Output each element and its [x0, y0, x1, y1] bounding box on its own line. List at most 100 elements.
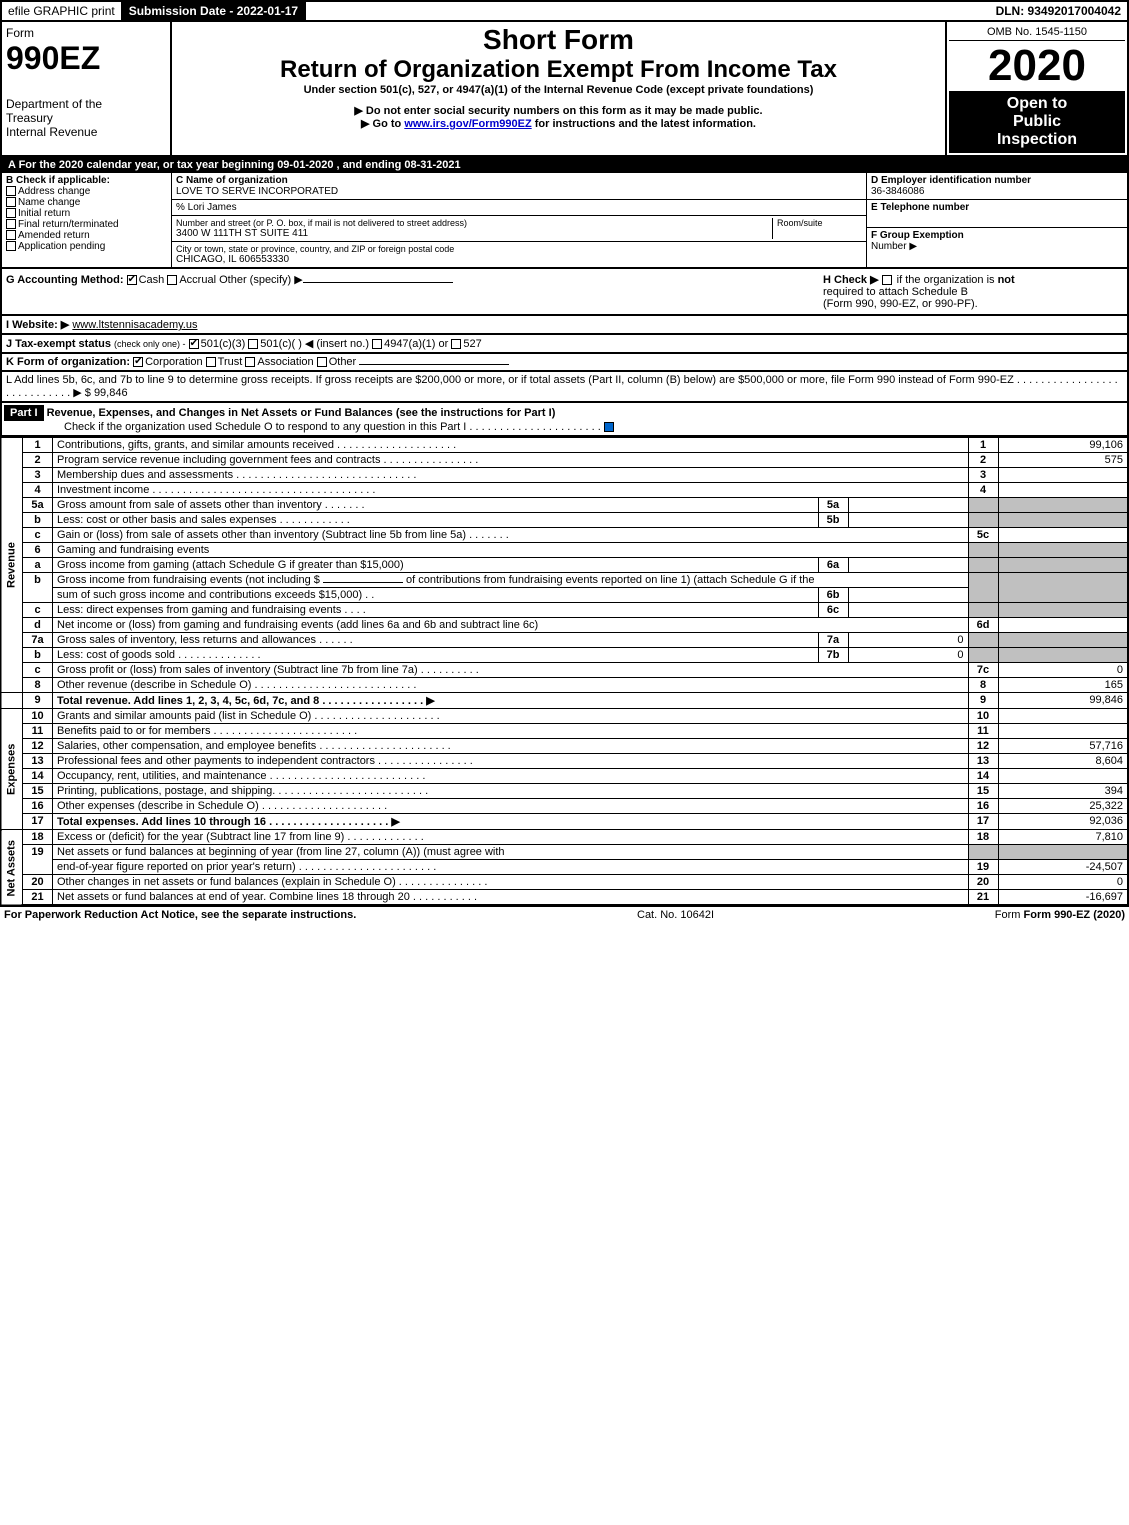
- g-block: G Accounting Method: Cash Accrual Other …: [6, 273, 823, 310]
- sidelabel-netassets: Net Assets: [1, 830, 23, 906]
- checkbox-corp[interactable]: [133, 357, 143, 367]
- line6b-desc1: Gross income from fundraising events (no…: [53, 573, 969, 588]
- line6a-sn: 6a: [818, 558, 848, 573]
- sidelabel-expenses: Expenses: [1, 709, 23, 830]
- line10-rn: 10: [968, 709, 998, 724]
- line-num: c: [23, 528, 53, 543]
- title-return: Return of Organization Exempt From Incom…: [174, 56, 943, 84]
- line7b-desc: Less: cost of goods sold . . . . . . . .…: [53, 648, 819, 663]
- checkbox-icon[interactable]: [6, 197, 16, 207]
- footer-right: Form Form 990-EZ (2020): [995, 909, 1125, 921]
- grey-cell: [998, 513, 1128, 528]
- g-other-label: Other (specify) ▶: [219, 274, 303, 286]
- checkbox-icon[interactable]: [6, 241, 16, 251]
- k-label: K Form of organization:: [6, 356, 130, 368]
- section-j: J Tax-exempt status (check only one) - 5…: [0, 335, 1129, 354]
- lines-table: Revenue 1 Contributions, gifts, grants, …: [0, 437, 1129, 906]
- checkbox-501c[interactable]: [248, 339, 258, 349]
- checkbox-icon[interactable]: [6, 208, 16, 218]
- tax-year: 2020: [949, 41, 1125, 91]
- line5a-sn: 5a: [818, 498, 848, 513]
- line15-rn: 15: [968, 784, 998, 799]
- grey-cell: [998, 543, 1128, 558]
- line5c-rn: 5c: [968, 528, 998, 543]
- checkbox-other[interactable]: [317, 357, 327, 367]
- line11-desc: Benefits paid to or for members . . . . …: [53, 724, 969, 739]
- checkbox-cash[interactable]: [127, 275, 137, 285]
- part1-label: Part I: [4, 405, 44, 421]
- b-opt-final[interactable]: Final return/terminated: [6, 219, 167, 230]
- b-opt-pending[interactable]: Application pending: [6, 241, 167, 252]
- line13-val: 8,604: [998, 754, 1128, 769]
- line5a-sv: [848, 498, 968, 513]
- line9-desc-b: Total revenue. Add lines 1, 2, 3, 4, 5c,…: [57, 695, 435, 707]
- h-not: not: [998, 274, 1015, 286]
- line1-val: 99,106: [998, 438, 1128, 453]
- ein: 36-3846086: [871, 186, 1123, 197]
- line4-val: [998, 483, 1128, 498]
- section-i: I Website: ▶ www.ltstennisacademy.us: [0, 316, 1129, 335]
- c-street-block: Number and street (or P. O. box, if mail…: [172, 216, 866, 242]
- line6a-desc: Gross income from gaming (attach Schedul…: [53, 558, 819, 573]
- line-num: 21: [23, 890, 53, 906]
- line5a-desc: Gross amount from sale of assets other t…: [53, 498, 819, 513]
- line-num: 12: [23, 739, 53, 754]
- grey-cell: [968, 543, 998, 558]
- line21-desc: Net assets or fund balances at end of ye…: [53, 890, 969, 906]
- line16-val: 25,322: [998, 799, 1128, 814]
- irs-link[interactable]: www.irs.gov/Form990EZ: [404, 118, 531, 130]
- line-num: 20: [23, 875, 53, 890]
- b-opt-initial[interactable]: Initial return: [6, 208, 167, 219]
- line6c-sn: 6c: [818, 603, 848, 618]
- b-opt-amended[interactable]: Amended return: [6, 230, 167, 241]
- line7a-sv: 0: [848, 633, 968, 648]
- open-line3: Inspection: [953, 131, 1121, 149]
- part1-checkbox[interactable]: [604, 422, 614, 432]
- line-num: 2: [23, 453, 53, 468]
- checkbox-icon[interactable]: [6, 219, 16, 229]
- b-opt-name[interactable]: Name change: [6, 197, 167, 208]
- line17-desc-b: Total expenses. Add lines 10 through 16 …: [57, 816, 400, 828]
- checkbox-assoc[interactable]: [245, 357, 255, 367]
- line19-desc1: Net assets or fund balances at beginning…: [53, 845, 969, 860]
- checkbox-h[interactable]: [882, 275, 892, 285]
- goto-post: for instructions and the latest informat…: [532, 118, 756, 130]
- line8-rn: 8: [968, 678, 998, 693]
- checkbox-accrual[interactable]: [167, 275, 177, 285]
- checkbox-527[interactable]: [451, 339, 461, 349]
- form-word: Form: [6, 26, 166, 40]
- grey-cell: [968, 845, 998, 860]
- line6d-desc: Net income or (loss) from gaming and fun…: [53, 618, 969, 633]
- line-num: 5a: [23, 498, 53, 513]
- line6d-rn: 6d: [968, 618, 998, 633]
- header: Form 990EZ Department of the Treasury In…: [0, 22, 1129, 157]
- line20-rn: 20: [968, 875, 998, 890]
- line6d-val: [998, 618, 1128, 633]
- org-name: LOVE TO SERVE INCORPORATED: [176, 186, 862, 197]
- line18-rn: 18: [968, 830, 998, 845]
- spacer: [1, 693, 23, 709]
- b-opt-address[interactable]: Address change: [6, 186, 167, 197]
- line6b-sv: [848, 588, 968, 603]
- org-street: 3400 W 111TH ST SUITE 411: [176, 228, 772, 239]
- l-text: L Add lines 5b, 6c, and 7b to line 9 to …: [6, 374, 1118, 399]
- dept-line1: Department of the: [6, 97, 166, 111]
- bcd-row: B Check if applicable: Address change Na…: [0, 173, 1129, 269]
- line7a-desc: Gross sales of inventory, less returns a…: [53, 633, 819, 648]
- checkbox-icon[interactable]: [6, 186, 16, 196]
- line5b-desc: Less: cost or other basis and sales expe…: [53, 513, 819, 528]
- line-num: b: [23, 573, 53, 603]
- line7c-rn: 7c: [968, 663, 998, 678]
- j-note: (check only one) -: [114, 339, 186, 349]
- line9-val: 99,846: [998, 693, 1128, 709]
- checkbox-501c3[interactable]: [189, 339, 199, 349]
- checkbox-trust[interactable]: [206, 357, 216, 367]
- dln-label: DLN: 93492017004042: [990, 2, 1127, 20]
- checkbox-icon[interactable]: [6, 230, 16, 240]
- line15-val: 394: [998, 784, 1128, 799]
- row-a-tax-year: A For the 2020 calendar year, or tax yea…: [0, 157, 1129, 173]
- checkbox-4947[interactable]: [372, 339, 382, 349]
- line-num: 11: [23, 724, 53, 739]
- col-b: B Check if applicable: Address change Na…: [2, 173, 172, 267]
- title-short-form: Short Form: [174, 24, 943, 56]
